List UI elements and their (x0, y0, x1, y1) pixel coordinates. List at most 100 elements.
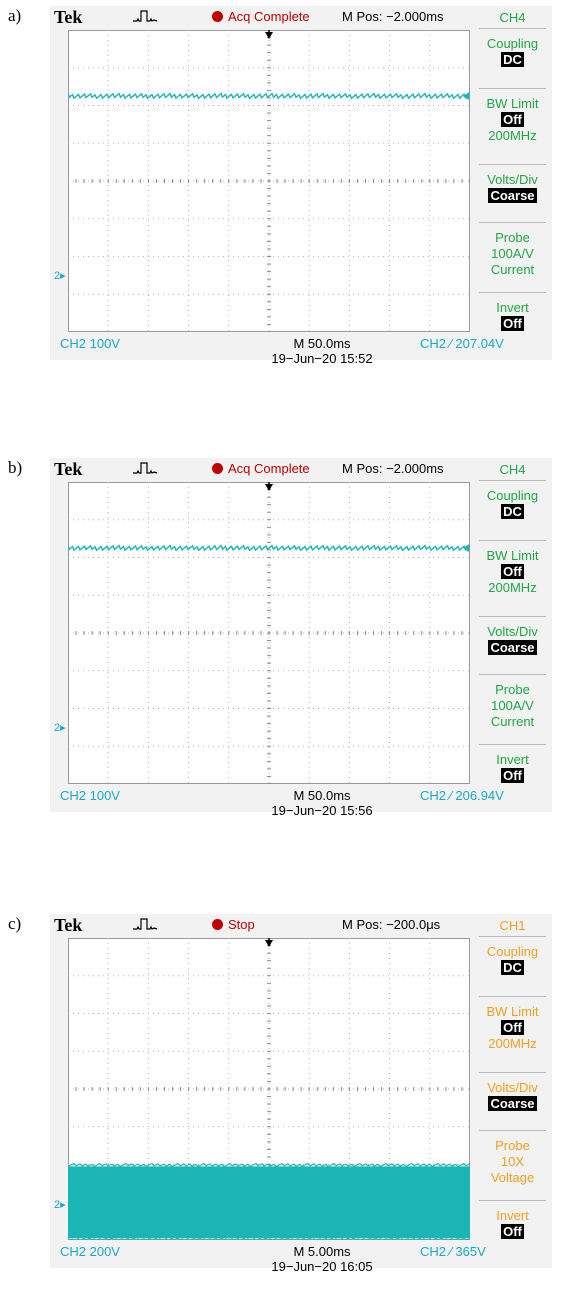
menu-separator (479, 936, 546, 937)
ground-arrow-icon: ▸ (60, 722, 66, 735)
menu-probe-label: Probe (495, 1138, 530, 1153)
ground-arrow-icon: ▸ (60, 1199, 66, 1212)
channel-scale-readout: CH2 100V (60, 336, 120, 351)
menu-probe-label: Probe (495, 230, 530, 245)
menu-volts-div-label: Volts/Div (487, 624, 538, 639)
panel-label: b) (8, 458, 23, 477)
trigger-level-marker-icon (463, 92, 469, 101)
graticule (68, 938, 470, 1240)
menu-invert-label: Invert (496, 1208, 529, 1223)
menu-probe-button[interactable]: Probe 10X Voltage (473, 1138, 552, 1186)
stop-indicator-icon (212, 919, 223, 930)
menu-volts-div-label: Volts/Div (487, 1080, 538, 1095)
acquisition-status: Acq Complete (212, 461, 310, 476)
channel-scale-readout: CH2 200V (60, 1244, 120, 1259)
panel-label: c) (8, 914, 22, 933)
channel-number: 2 (54, 722, 61, 735)
status-text: Acq Complete (228, 461, 310, 476)
menu-separator (479, 1200, 546, 1201)
menu-invert-button[interactable]: Invert Off (473, 300, 552, 332)
waveform-trace (68, 544, 470, 552)
menu-coupling-label: Coupling (486, 944, 539, 959)
menu-volts-div-button[interactable]: Volts/Div Coarse (473, 1080, 552, 1112)
menu-coupling-label: Coupling (486, 36, 539, 51)
menu-separator (479, 292, 546, 293)
acquisition-status: Stop (212, 917, 255, 932)
menu-bw-limit-label: BW Limit (486, 548, 539, 563)
menu-separator (479, 480, 546, 481)
menu-invert-value: Off (501, 768, 524, 783)
menu-coupling-button[interactable]: Coupling DC (473, 36, 552, 68)
trigger-position-arrow-icon (265, 940, 273, 947)
menu-volts-div-button[interactable]: Volts/Div Coarse (473, 172, 552, 204)
horizontal-position: M Pos: −2.000ms (342, 9, 444, 24)
menu-probe-button[interactable]: Probe 100A/V Current (473, 230, 552, 278)
menu-volts-div-label: Volts/Div (487, 172, 538, 187)
waveform-noise-bottom (68, 1237, 470, 1240)
menu-probe-label: Probe (495, 682, 530, 697)
trigger-level-marker-icon (463, 544, 469, 553)
menu-bw-frequency: 200MHz (488, 1036, 537, 1051)
menu-invert-button[interactable]: Invert Off (473, 752, 552, 784)
menu-probe-type: Current (490, 262, 535, 277)
horizontal-position: M Pos: −200.0μs (342, 917, 441, 932)
menu-probe-scale: 100A/V (491, 698, 534, 713)
menu-volts-div-button[interactable]: Volts/Div Coarse (473, 624, 552, 656)
stop-indicator-icon (212, 463, 223, 474)
trigger-level-marker-icon (463, 1198, 469, 1207)
menu-separator (479, 222, 546, 223)
menu-probe-scale: 10X (500, 1154, 525, 1169)
ground-arrow-icon: ▸ (60, 270, 66, 283)
menu-coupling-label: Coupling (486, 488, 539, 503)
menu-separator (479, 616, 546, 617)
menu-bw-limit-label: BW Limit (486, 1004, 539, 1019)
menu-separator (479, 28, 546, 29)
channel-number: 2 (54, 1199, 61, 1212)
menu-invert-label: Invert (496, 300, 529, 315)
trigger-pulse-icon (133, 918, 158, 930)
graticule (68, 482, 470, 784)
menu-bw-frequency: 200MHz (488, 580, 537, 595)
menu-invert-label: Invert (496, 752, 529, 767)
channel-ground-marker: 2▸ (54, 721, 66, 734)
stop-indicator-icon (212, 11, 223, 22)
menu-separator (479, 996, 546, 997)
panel-label: a) (8, 6, 22, 25)
datetime-readout: 19−Jun−20 15:56 (271, 803, 373, 818)
menu-bw-limit-button[interactable]: BW Limit Off 200MHz (473, 548, 552, 596)
channel-number: 2 (54, 270, 61, 283)
menu-bw-limit-button[interactable]: BW Limit Off 200MHz (473, 1004, 552, 1052)
brand-logo: Tek (54, 915, 83, 935)
menu-probe-type: Voltage (490, 1170, 535, 1185)
menu-coupling-value: DC (501, 504, 524, 519)
menu-title: CH4 (499, 462, 526, 477)
scope-screen: Tek Acq Complete M Pos: −2.000ms 2▸ CH4 Coupl… (50, 6, 552, 366)
trigger-pulse-icon (133, 10, 158, 22)
timebase-readout: M 50.0ms (293, 336, 351, 351)
acquisition-status: Acq Complete (212, 9, 310, 24)
trigger-position-arrow-icon (265, 484, 273, 491)
menu-bw-limit-button[interactable]: BW Limit Off 200MHz (473, 96, 552, 144)
datetime-readout: 19−Jun−20 16:05 (271, 1259, 373, 1274)
waveform-noise-top (68, 1162, 470, 1168)
menu-probe-type: Current (490, 714, 535, 729)
datetime-readout: 19−Jun−20 15:52 (271, 351, 373, 366)
status-text: Acq Complete (228, 9, 310, 24)
menu-volts-div-value: Coarse (488, 188, 537, 203)
menu-invert-button[interactable]: Invert Off (473, 1208, 552, 1240)
trigger-readout: CH2 ∕ 207.04V (420, 336, 504, 351)
menu-coupling-button[interactable]: Coupling DC (473, 488, 552, 520)
status-text: Stop (228, 917, 255, 932)
scope-screen: Tek Acq Complete M Pos: −2.000ms 2▸ CH4 Coupl… (50, 458, 552, 818)
menu-invert-value: Off (501, 1224, 524, 1239)
trigger-pulse-icon (133, 462, 158, 474)
menu-title: CH4 (499, 10, 526, 25)
menu-bw-limit-label: BW Limit (486, 96, 539, 111)
menu-coupling-button[interactable]: Coupling DC (473, 944, 552, 976)
menu-separator (479, 88, 546, 89)
menu-coupling-value: DC (501, 960, 524, 975)
side-menu: CH4 Coupling DC BW Limit Off 200MHz Volts/Div C… (473, 6, 552, 332)
menu-probe-button[interactable]: Probe 100A/V Current (473, 682, 552, 730)
waveform-trace (68, 1166, 470, 1239)
brand-logo: Tek (54, 459, 83, 479)
